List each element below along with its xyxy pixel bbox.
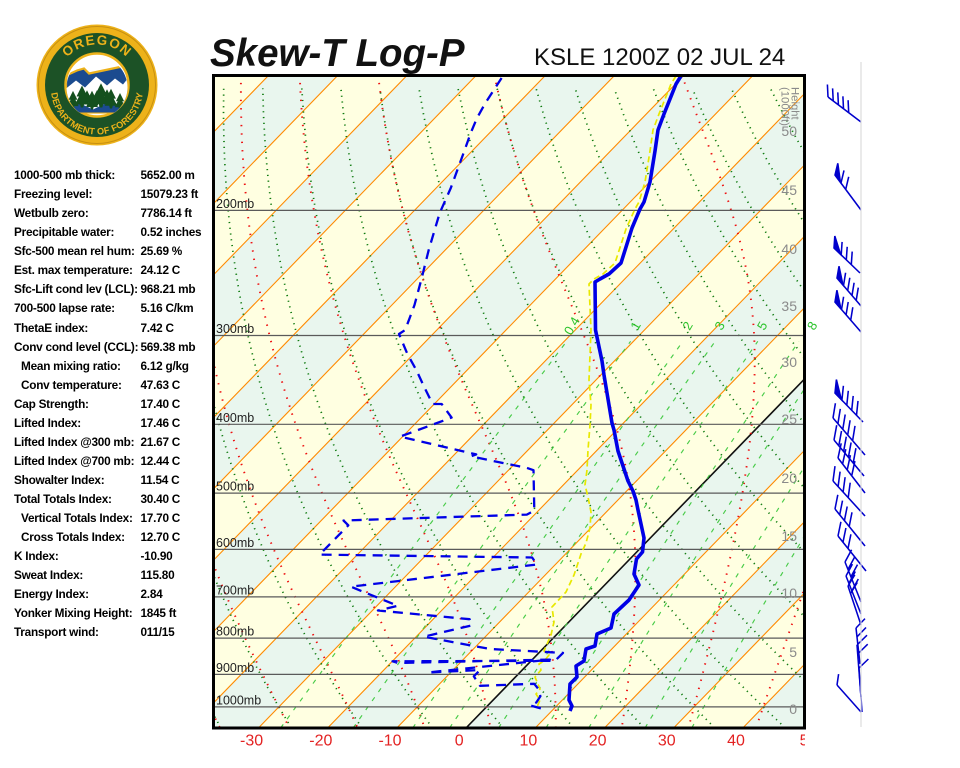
svg-text:300mb: 300mb: [216, 322, 254, 336]
svg-text:25: 25: [781, 411, 797, 427]
svg-text:0: 0: [455, 733, 464, 750]
svg-text:800mb: 800mb: [216, 625, 254, 639]
svg-text:600mb: 600mb: [216, 536, 254, 550]
svg-text:20: 20: [589, 733, 607, 750]
svg-text:-10: -10: [378, 733, 401, 750]
svg-text:Height: Height: [789, 87, 801, 121]
svg-text:40: 40: [781, 241, 797, 257]
svg-text:15: 15: [781, 528, 797, 544]
svg-text:30: 30: [658, 733, 676, 750]
svg-text:700mb: 700mb: [216, 583, 254, 597]
svg-text:30: 30: [781, 354, 797, 370]
svg-text:-30: -30: [240, 733, 263, 750]
svg-text:200mb: 200mb: [216, 197, 254, 211]
svg-text:900mb: 900mb: [216, 661, 254, 675]
svg-text:35: 35: [781, 298, 797, 314]
svg-text:(1000ft): (1000ft): [779, 87, 791, 126]
svg-text:0: 0: [789, 701, 797, 717]
svg-text:1000mb: 1000mb: [216, 693, 261, 707]
svg-text:50: 50: [781, 123, 797, 139]
svg-text:20: 20: [781, 470, 797, 486]
svg-text:500mb: 500mb: [216, 480, 254, 494]
svg-text:-20: -20: [309, 733, 332, 750]
svg-text:10: 10: [520, 733, 538, 750]
svg-text:10: 10: [781, 585, 797, 601]
svg-text:50: 50: [800, 733, 818, 750]
svg-text:45: 45: [781, 182, 797, 198]
svg-text:5: 5: [789, 644, 797, 660]
svg-text:8: 8: [804, 319, 821, 333]
svg-text:40: 40: [727, 733, 745, 750]
svg-text:400mb: 400mb: [216, 411, 254, 425]
